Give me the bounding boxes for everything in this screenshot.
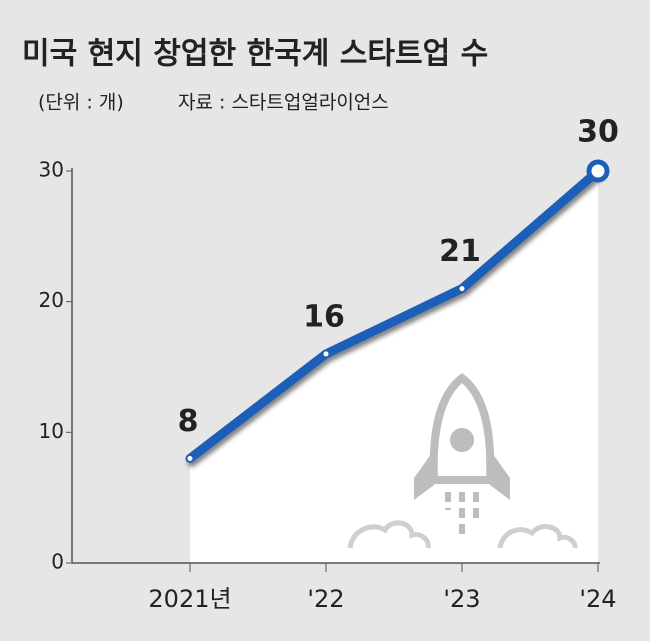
data-label: 21: [439, 234, 481, 269]
x-tick-label: '24: [579, 585, 616, 613]
unit-note: (단위 : 개): [38, 92, 124, 114]
data-label: 30: [577, 115, 619, 150]
rocket-window: [450, 428, 474, 452]
cloud: [347, 520, 431, 549]
y-tick-label: 20: [39, 288, 64, 312]
rocket-body: [429, 372, 495, 484]
rocket-exhaust: [445, 492, 479, 540]
data-point: [459, 286, 465, 292]
y-tick-label: 0: [51, 550, 64, 574]
data-label: 16: [303, 299, 345, 334]
source-note: 자료 : 스타트업얼라이언스: [178, 92, 389, 114]
x-tick-label: '23: [443, 585, 480, 613]
y-tick-label: 10: [39, 419, 64, 443]
chart-title: 미국 현지 창업한 한국계 스타트업 수: [22, 37, 488, 72]
data-label: 8: [178, 404, 199, 439]
x-tick-label: 2021년: [148, 585, 231, 613]
data-point: [323, 351, 329, 357]
rocket-illustration: [347, 372, 578, 549]
x-tick-label: '22: [307, 585, 344, 613]
cloud: [497, 524, 578, 549]
data-line: [185, 166, 603, 463]
data-point: [187, 455, 193, 461]
rocket-fins: [414, 450, 510, 500]
data-point: [586, 159, 610, 183]
y-tick-label: 30: [39, 158, 64, 182]
